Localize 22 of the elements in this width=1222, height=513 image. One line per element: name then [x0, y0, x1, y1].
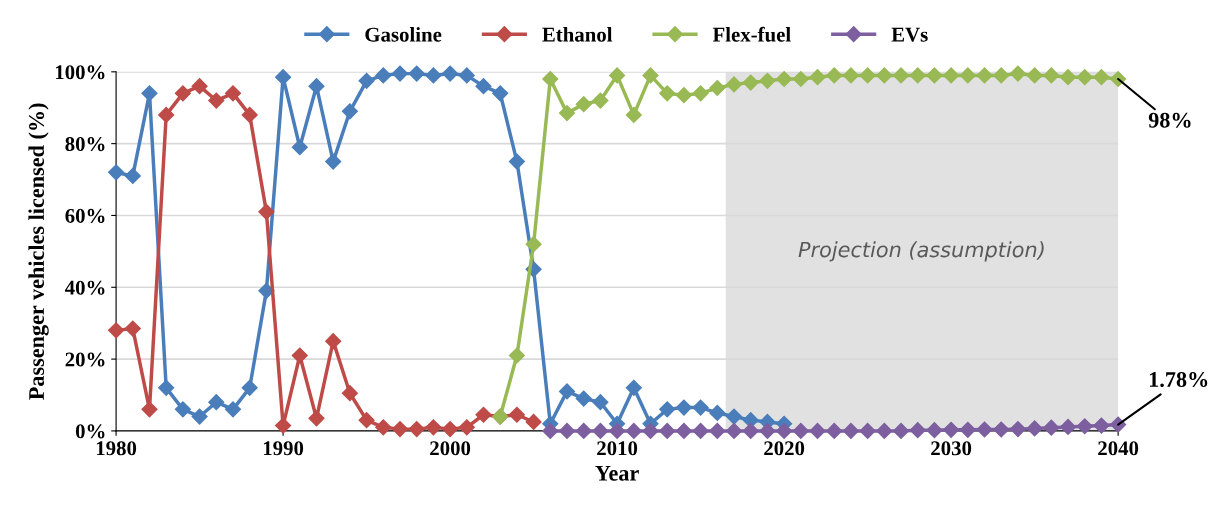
x-tick-label: 2030 [931, 441, 972, 456]
y-tick-label: 100% [55, 65, 105, 80]
annotation: 98% [1148, 112, 1191, 128]
x-tick-label: 1980 [96, 441, 137, 456]
x-tick-label: 2000 [430, 441, 471, 456]
y-tick-label: 40% [64, 280, 105, 295]
x-tick-label: 2020 [764, 441, 805, 456]
y-tick-label: 20% [65, 352, 105, 367]
legend-label: Gasoline [365, 26, 442, 42]
x-axis-title: Year [595, 465, 639, 481]
band-label: Projection (assumption) [798, 241, 1044, 262]
y-tick-label: 0% [75, 424, 105, 439]
y-tick-label: 60% [65, 208, 105, 223]
x-tick-label: 2010 [597, 441, 638, 456]
annotation: 1.78% [1149, 372, 1208, 388]
x-tick-label: 1990 [263, 441, 304, 456]
legend-label: Ethanol [542, 26, 613, 42]
y-tick-label: 80% [65, 137, 105, 152]
y-axis-title: Passenger vehicles licensed (%) [28, 103, 49, 400]
x-tick-label: 2040 [1098, 441, 1139, 456]
legend-label: EVs [891, 27, 928, 42]
legend-label: Flex-fuel [712, 26, 791, 42]
